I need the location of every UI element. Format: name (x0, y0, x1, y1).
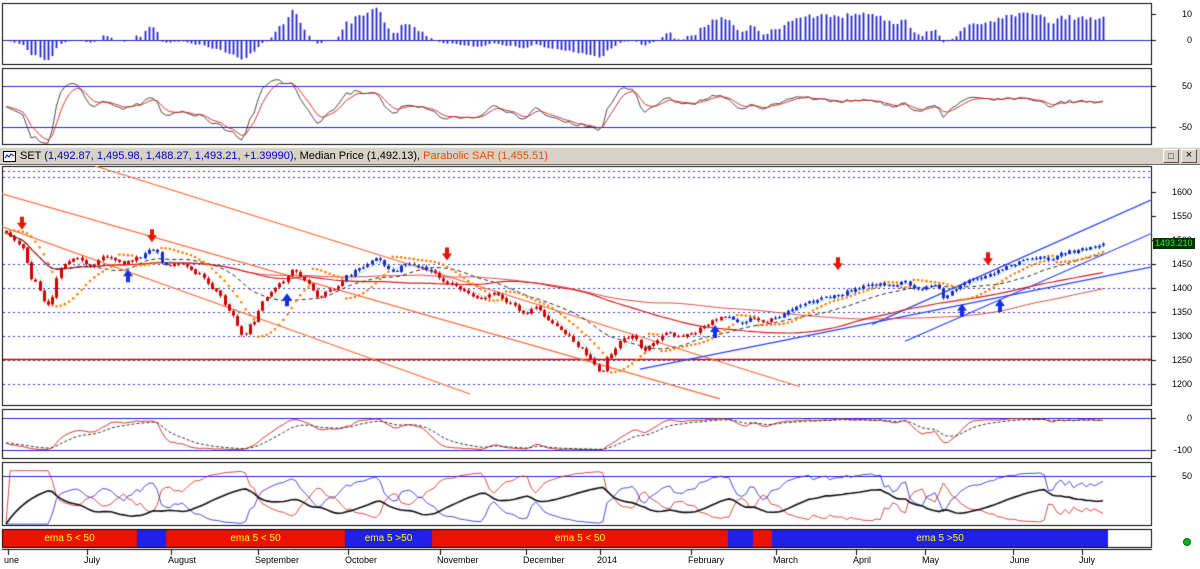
window-controls: □ × (1163, 149, 1197, 163)
status-indicator-icon (1183, 538, 1191, 546)
title-segment: Parabolic SAR (1,455.51) (423, 150, 548, 162)
last-price-tag: 1493.210 (1153, 238, 1195, 250)
title-segment: SET (20, 150, 45, 162)
title-segment: , Median Price (1,492.13), (293, 150, 424, 162)
close-button[interactable]: × (1181, 149, 1197, 163)
chart-titlebar[interactable]: SET (1,492.87, 1,495.98, 1,488.27, 1,493… (0, 147, 1200, 165)
title-segment: (1,492.87, 1,495.98, 1,488.27, 1,493.21,… (44, 150, 294, 162)
maximize-button[interactable]: □ (1163, 149, 1179, 163)
chart-window-icon (3, 150, 16, 162)
chart-title: SET (1,492.87, 1,495.98, 1,488.27, 1,493… (20, 150, 548, 162)
